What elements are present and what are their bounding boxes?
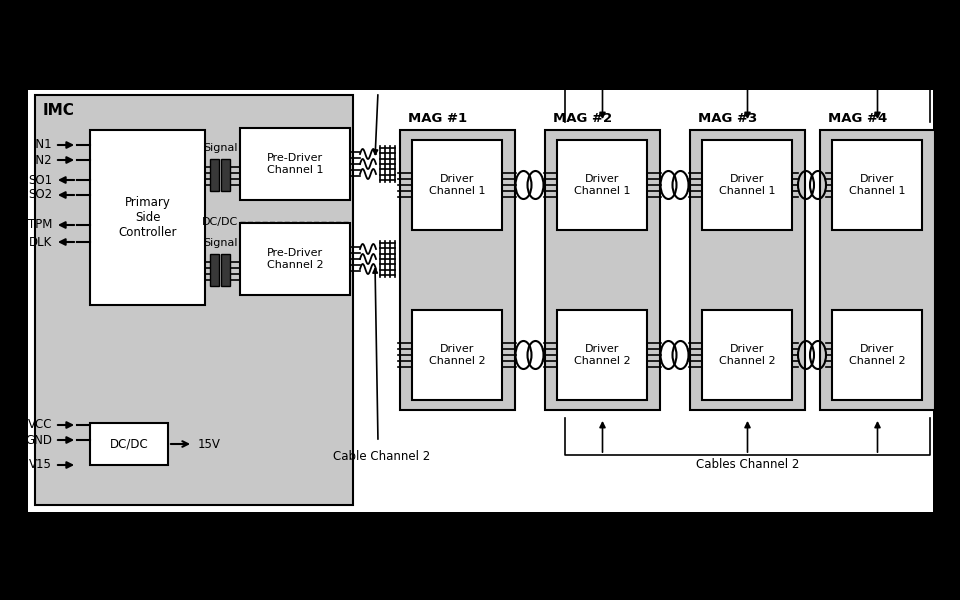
Text: MAG #1: MAG #1 <box>408 112 468 125</box>
Text: 15V: 15V <box>198 437 221 451</box>
Text: TPM: TPM <box>28 218 52 232</box>
Text: Driver
Channel 1: Driver Channel 1 <box>429 174 485 196</box>
Bar <box>690 130 805 410</box>
Bar <box>545 130 660 410</box>
Text: Cable Channel 1: Cable Channel 1 <box>333 77 431 90</box>
Bar <box>221 159 230 191</box>
Bar <box>412 140 502 230</box>
Bar <box>28 90 933 512</box>
Text: Primary
Side
Controller: Primary Side Controller <box>118 196 177 239</box>
Text: IMC: IMC <box>43 103 75 118</box>
Text: Pre-Driver
Channel 2: Pre-Driver Channel 2 <box>267 248 324 270</box>
Text: Cable Channel 2: Cable Channel 2 <box>333 450 431 463</box>
Text: Driver
Channel 2: Driver Channel 2 <box>719 344 776 366</box>
Bar <box>832 310 922 400</box>
Bar <box>210 254 219 286</box>
Bar <box>240 128 350 200</box>
Bar <box>90 130 205 305</box>
Text: Driver
Channel 2: Driver Channel 2 <box>574 344 631 366</box>
Bar <box>702 140 792 230</box>
Text: Driver
Channel 2: Driver Channel 2 <box>849 344 905 366</box>
Text: Signal: Signal <box>203 238 237 248</box>
Text: GND: GND <box>25 433 52 446</box>
Text: Cables Channel 1: Cables Channel 1 <box>696 66 799 79</box>
Text: MAG #4: MAG #4 <box>828 112 887 125</box>
Text: IN2: IN2 <box>33 154 52 166</box>
Bar <box>557 310 647 400</box>
Text: Cables Channel 2: Cables Channel 2 <box>696 458 799 471</box>
Bar <box>240 223 350 295</box>
Text: MAG #2: MAG #2 <box>553 112 612 125</box>
Bar <box>35 95 353 505</box>
Text: Driver
Channel 1: Driver Channel 1 <box>574 174 631 196</box>
Text: DC/DC: DC/DC <box>109 437 149 451</box>
Bar <box>90 423 168 465</box>
Text: DLK: DLK <box>29 235 52 248</box>
Bar <box>557 140 647 230</box>
Text: SO1: SO1 <box>28 173 52 187</box>
Text: Driver
Channel 1: Driver Channel 1 <box>719 174 776 196</box>
Text: Driver
Channel 2: Driver Channel 2 <box>429 344 486 366</box>
Text: VCC: VCC <box>28 419 52 431</box>
Bar <box>400 130 515 410</box>
Bar <box>820 130 935 410</box>
Text: IN1: IN1 <box>33 139 52 151</box>
Bar <box>210 159 219 191</box>
Text: DC/DC: DC/DC <box>202 217 238 227</box>
Text: SO2: SO2 <box>28 188 52 202</box>
Text: Pre-Driver
Channel 1: Pre-Driver Channel 1 <box>267 153 324 175</box>
Bar <box>412 310 502 400</box>
Text: MAG #3: MAG #3 <box>698 112 757 125</box>
Text: Driver
Channel 1: Driver Channel 1 <box>849 174 905 196</box>
Text: Signal: Signal <box>203 143 237 153</box>
Bar <box>832 140 922 230</box>
Bar <box>221 254 230 286</box>
Bar <box>702 310 792 400</box>
Text: V15: V15 <box>29 458 52 472</box>
